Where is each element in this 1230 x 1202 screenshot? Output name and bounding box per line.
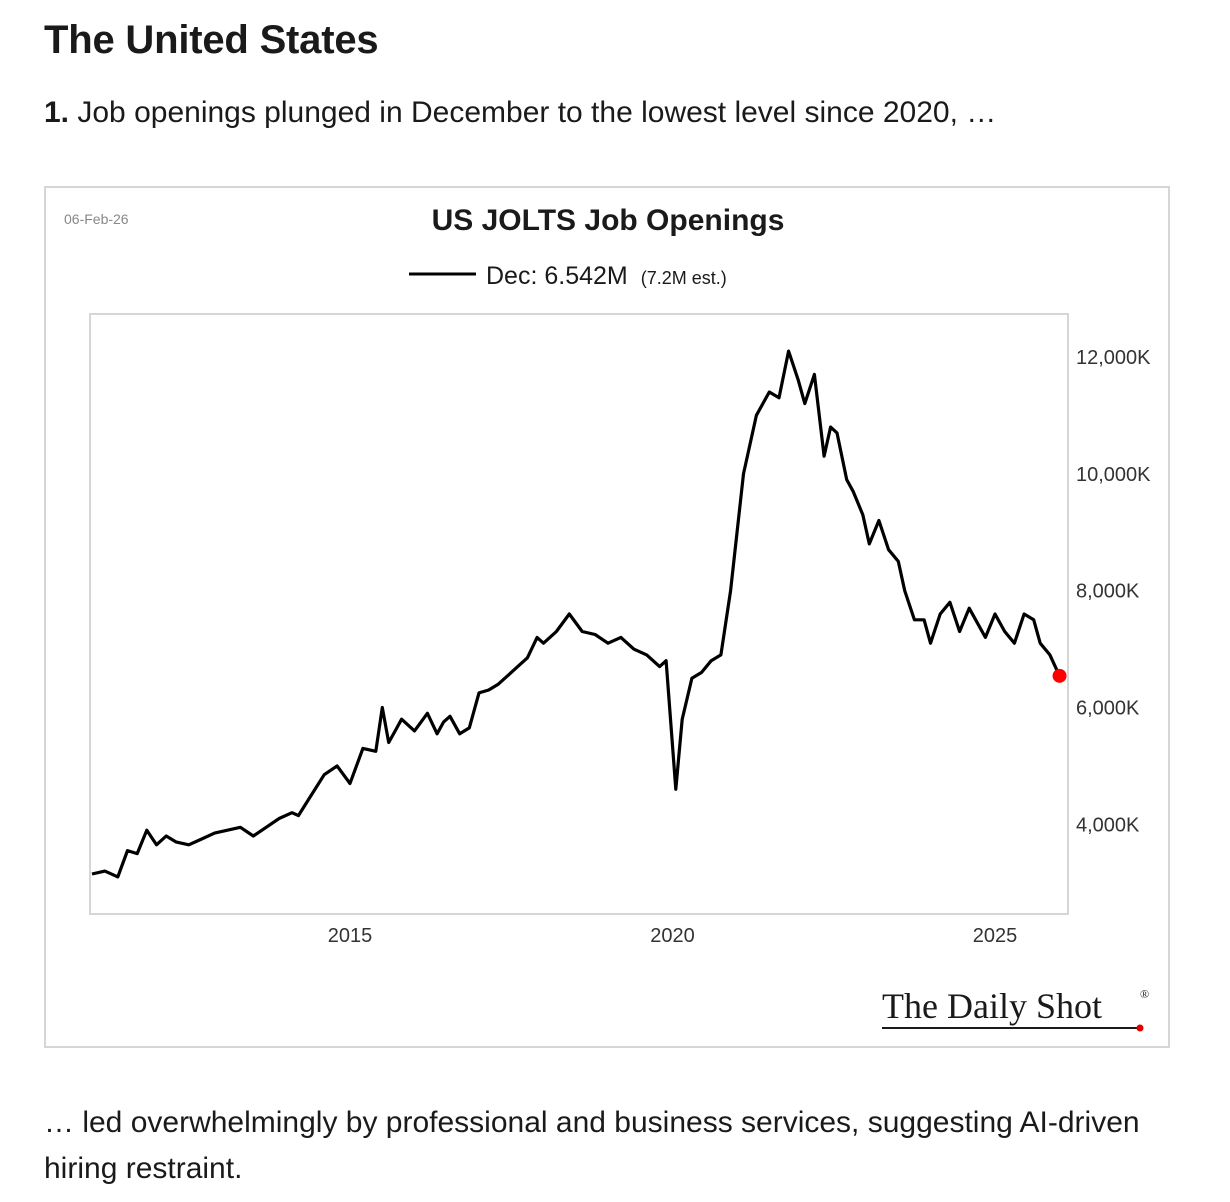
x-tick-label: 2025 (973, 925, 1018, 947)
series-layer (91, 349, 1067, 879)
y-tick-label: 4,000K (1076, 814, 1140, 836)
y-tick-label: 6,000K (1076, 697, 1140, 719)
brand-logo: The Daily Shot ® (882, 986, 1149, 1032)
followup-paragraph: … led overwhelmingly by professional and… (44, 1106, 1140, 1185)
x-tick-label: 2015 (328, 925, 373, 947)
item-text: Job openings plunged in December to the … (77, 96, 997, 129)
y-tick-label: 12,000K (1076, 347, 1151, 369)
y-tick-label: 10,000K (1076, 464, 1151, 486)
legend-label: Dec: 6.542M (7.2M est.) (486, 262, 727, 290)
brand-mark: ® (1140, 987, 1149, 1001)
item-number: 1. (44, 96, 70, 129)
chart-canvas: 06-Feb-26 US JOLTS Job Openings Dec: 6.5… (64, 204, 1151, 1032)
latest-value-marker (1052, 668, 1067, 683)
date-stamp: 06-Feb-26 (64, 211, 129, 227)
x-tick-label: 2020 (650, 925, 695, 947)
brand-dot (1136, 1024, 1144, 1032)
series-line (91, 349, 1061, 879)
plot-area (89, 313, 1069, 915)
legend-note: (7.2M est.) (641, 268, 727, 288)
chart-title: US JOLTS Job Openings (432, 204, 785, 237)
x-axis: 2015 2020 2025 (328, 925, 1018, 947)
legend: Dec: 6.542M (7.2M est.) (409, 262, 727, 290)
section-title: The United States (44, 18, 379, 62)
lead-paragraph: 1. Job openings plunged in December to t… (44, 96, 996, 130)
chart-figure: 06-Feb-26 US JOLTS Job Openings Dec: 6.5… (44, 186, 1170, 1048)
y-axis: 12,000K 10,000K 8,000K 6,000K 4,000K (1076, 347, 1151, 836)
y-tick-label: 8,000K (1076, 581, 1140, 603)
legend-value: Dec: 6.542M (486, 262, 628, 290)
brand-text: The Daily Shot (882, 986, 1102, 1026)
